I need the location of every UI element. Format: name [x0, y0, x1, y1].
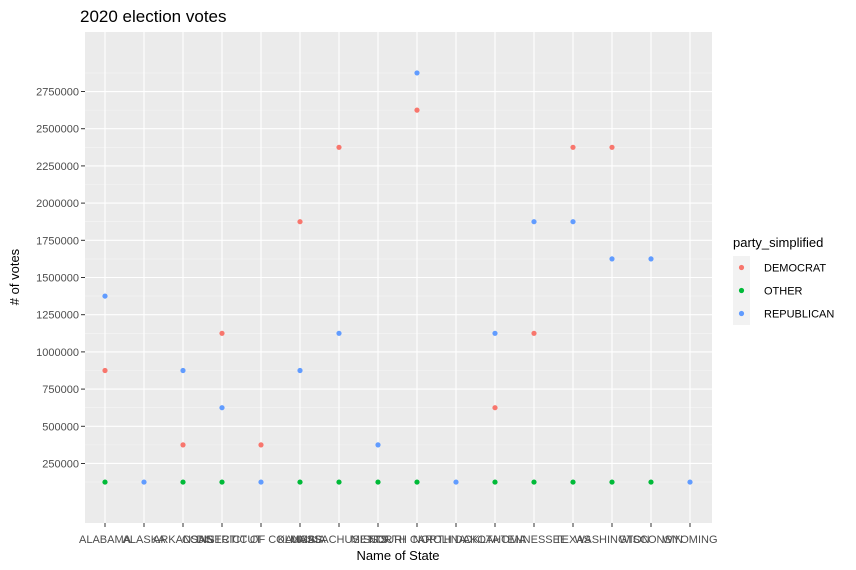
x-tick-label: MISSOURI	[351, 534, 405, 546]
data-points	[102, 70, 693, 485]
x-tick-label: ALABAMA	[79, 534, 132, 546]
x-tick-label: NORTH DAKOTA	[413, 534, 500, 546]
data-point-republican	[453, 479, 459, 485]
data-point-republican	[531, 219, 537, 225]
data-point-other	[180, 479, 186, 485]
legend-label: REPUBLICAN	[764, 309, 834, 321]
data-point-republican	[219, 405, 225, 411]
legend-title: party_simplified	[733, 235, 823, 250]
x-tick-label: NORTH CAROLINA	[368, 534, 467, 546]
data-point-other	[531, 479, 537, 485]
data-point-republican	[687, 479, 693, 485]
data-point-democrat	[609, 144, 615, 150]
data-point-democrat	[102, 367, 108, 374]
data-point-other	[219, 479, 225, 485]
x-tick-label: ALASKA	[123, 534, 166, 546]
y-tick-label: 2500000	[36, 124, 79, 136]
data-point-democrat	[531, 330, 537, 336]
y-axis: 250000 500000 750000 1000000 1250000 1500000 1…	[36, 87, 85, 470]
y-tick-label: 500000	[42, 421, 79, 433]
data-point-other	[570, 479, 576, 485]
legend-label: OTHER	[764, 286, 803, 298]
data-point-democrat	[414, 107, 420, 113]
y-tick-label: 750000	[42, 384, 79, 396]
data-point-other	[375, 479, 381, 485]
x-tick-label: WYOMING	[663, 534, 718, 546]
legend-swatch	[738, 310, 745, 317]
y-tick-label: 1250000	[36, 310, 79, 322]
data-point-democrat	[570, 144, 576, 150]
data-point-republican	[102, 293, 108, 299]
legend-items: DEMOCRAT OTHER REPUBLICAN	[733, 256, 834, 325]
x-tick-label: TEXAS	[555, 534, 591, 546]
y-tick-label: 2250000	[36, 161, 79, 173]
data-point-other	[297, 479, 303, 485]
data-point-republican	[609, 256, 615, 262]
data-point-democrat	[180, 442, 186, 448]
x-tick-label: DISTRICT OF COLUMBIA	[196, 534, 326, 546]
x-axis-title: Name of State	[356, 548, 439, 563]
data-point-republican	[414, 70, 420, 76]
y-axis-title: # of votes	[7, 248, 22, 305]
data-point-democrat	[336, 144, 342, 150]
data-point-other	[609, 479, 615, 485]
data-point-other	[492, 479, 498, 485]
x-axis: ALABAMAALASKAARKANSASCONNECTICUTDISTRICT…	[79, 523, 718, 546]
x-tick-label: WASHINGTON	[574, 534, 649, 546]
x-tick-label: KANSAS	[278, 534, 323, 546]
legend-label: DEMOCRAT	[764, 263, 826, 275]
data-point-republican	[375, 442, 381, 448]
y-tick-label: 2750000	[36, 87, 79, 99]
data-point-republican	[492, 330, 498, 336]
x-tick-label: TENNESSEE	[501, 534, 568, 546]
legend-swatch	[738, 264, 745, 271]
legend-swatch	[738, 287, 745, 294]
y-tick-label: 1750000	[36, 235, 79, 247]
x-tick-label: OKLAHOMA	[464, 534, 527, 546]
x-tick-label: ARKANSAS	[153, 534, 213, 546]
data-point-other	[102, 479, 108, 485]
data-point-democrat	[297, 219, 303, 225]
data-point-democrat	[258, 442, 264, 448]
legend: party_simplified DEMOCRAT OTHER REPUBLICAN	[733, 235, 834, 325]
data-point-republican	[570, 219, 576, 225]
data-point-republican	[648, 256, 654, 262]
data-point-other	[336, 479, 342, 485]
data-point-other	[414, 479, 420, 485]
data-point-other	[648, 479, 654, 485]
plot-panel	[85, 32, 712, 523]
x-tick-label: CONNECTICUT	[182, 534, 262, 546]
data-point-republican	[258, 479, 264, 485]
data-point-democrat	[219, 330, 225, 336]
data-point-republican	[141, 479, 147, 485]
y-tick-label: 1500000	[36, 273, 79, 285]
data-point-republican	[336, 330, 342, 336]
major-gridlines	[85, 32, 712, 523]
minor-gridlines	[85, 72, 712, 483]
x-tick-label: MASSACHUSETTS	[290, 534, 388, 546]
chart-title: 2020 election votes	[80, 7, 227, 26]
y-tick-label: 250000	[42, 458, 79, 470]
y-tick-label: 1000000	[36, 347, 79, 359]
y-tick-label: 2000000	[36, 198, 79, 210]
data-point-republican	[297, 367, 303, 374]
data-point-republican	[180, 367, 186, 374]
x-tick-label: WISCONSIN	[619, 534, 683, 546]
data-point-democrat	[492, 405, 498, 411]
